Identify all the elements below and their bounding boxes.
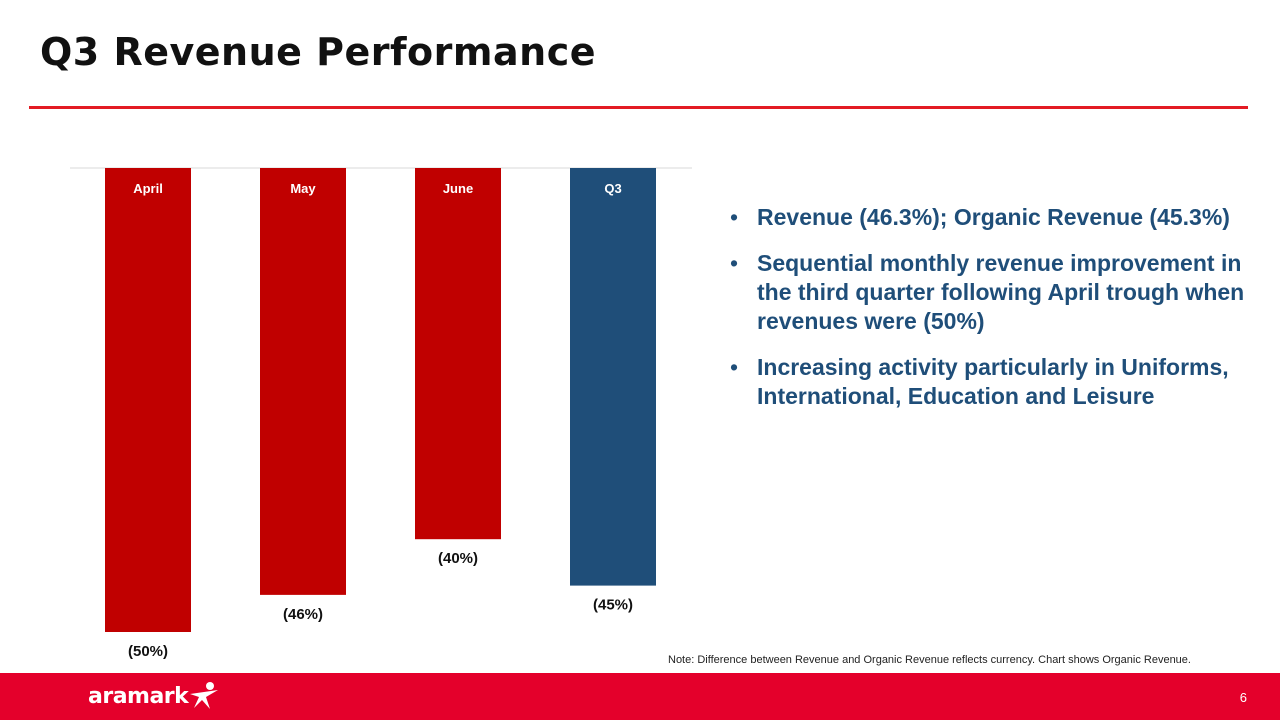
category-label: Q3 [604, 181, 621, 196]
aramark-logo: aramark [88, 681, 220, 711]
data-label: (50%) [128, 643, 168, 660]
bullet-dot: • [730, 250, 739, 276]
bullet-list: • Revenue (46.3%); Organic Revenue (45.3%… [730, 203, 1270, 428]
category-label: April [133, 181, 163, 196]
bullet-text: Increasing activity particularly in Unif… [757, 354, 1229, 409]
bullet-item: • Revenue (46.3%); Organic Revenue (45.3%… [730, 203, 1270, 232]
logo-wordmark: aramark [88, 683, 189, 709]
category-label: June [443, 181, 473, 196]
bar-june [415, 168, 501, 540]
page-number: 6 [1239, 690, 1247, 705]
bar-april [105, 168, 191, 632]
bullet-item: • Increasing activity particularly in Uni… [730, 353, 1270, 411]
page-title: Q3 Revenue Performance [40, 30, 596, 74]
bullet-text: Sequential monthly revenue improvement i… [757, 250, 1245, 334]
revenue-bar-chart: April (50%) May (46%) June (40%) Q3 (45%) [70, 167, 692, 660]
bullet-dot: • [730, 204, 739, 230]
category-label: May [290, 181, 316, 196]
footer-bar: aramark 6 [0, 673, 1280, 720]
aramark-star-figure-icon [190, 682, 219, 709]
bullet-dot: • [730, 354, 739, 380]
bar-may [260, 168, 346, 595]
title-divider [29, 106, 1248, 109]
bar-q3 [570, 168, 656, 586]
data-label: (40%) [438, 550, 478, 567]
bullet-text: Revenue (46.3%); Organic Revenue (45.3%) [757, 204, 1230, 230]
data-label: (45%) [593, 597, 633, 614]
chart-footnote: Note: Difference between Revenue and Org… [668, 654, 1191, 666]
bullet-item: • Sequential monthly revenue improvement … [730, 249, 1270, 336]
data-label: (46%) [283, 606, 323, 623]
